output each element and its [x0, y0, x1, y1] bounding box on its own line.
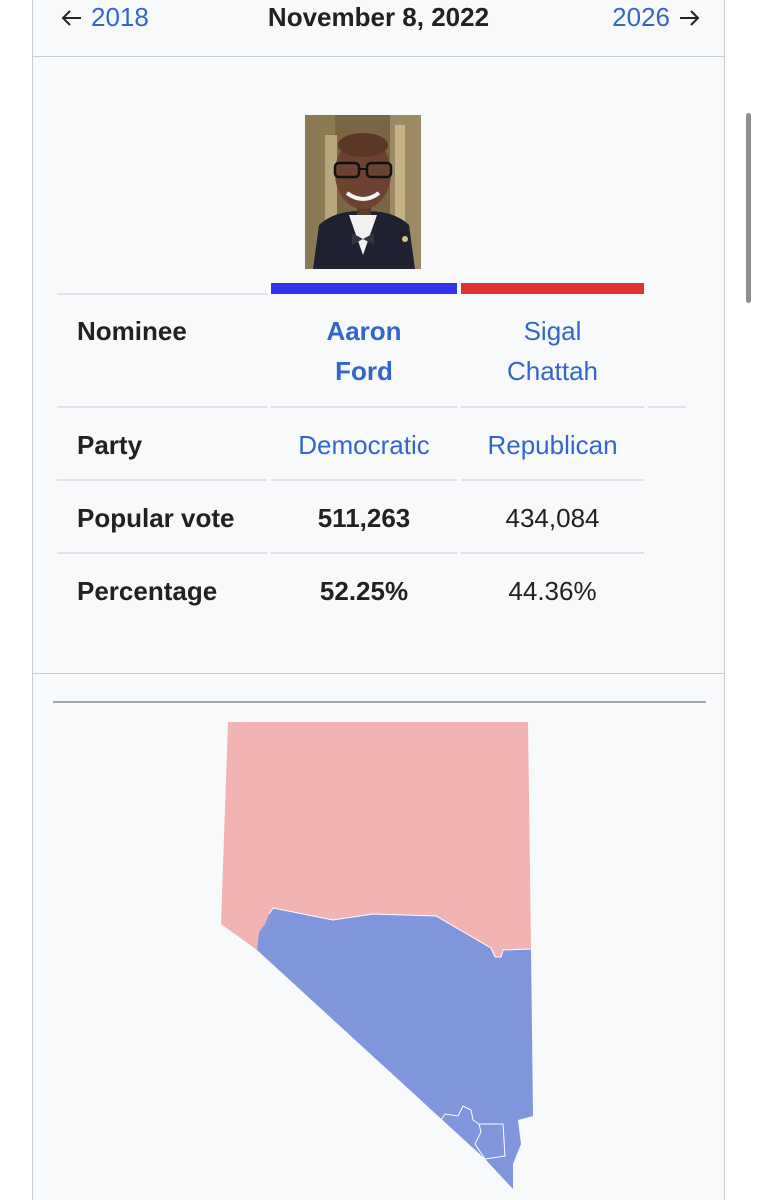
percentage-label: Percentage: [77, 576, 218, 606]
republican-color-bar: [461, 283, 644, 294]
percentage-dem: 52.25%: [319, 576, 409, 606]
party-label: Party: [77, 430, 143, 460]
row-divider: [271, 406, 457, 408]
next-election-link[interactable]: 2026: [612, 2, 700, 33]
county-border: [268, 907, 532, 958]
map-region-democratic[interactable]: [257, 908, 533, 1189]
row-divider: [57, 479, 267, 481]
page-scrollbar[interactable]: [746, 113, 751, 303]
row-divider: [57, 406, 267, 408]
election-nav: 2018 November 8, 2022 2026: [33, 0, 724, 57]
county-border: [440, 1105, 486, 1160]
row-divider: [271, 552, 457, 554]
arrow-right-icon: [678, 7, 700, 29]
nominee-aaron-ford-link[interactable]: Aaron Ford: [271, 311, 457, 391]
party-republican-link[interactable]: Republican: [487, 430, 618, 460]
county-results-map[interactable]: [33, 674, 726, 1200]
next-election-label: 2026: [612, 2, 670, 32]
arrow-left-icon: [61, 7, 83, 29]
county-border: [479, 1123, 506, 1160]
percentage-rep: 44.36%: [508, 576, 597, 606]
results-map-section: [33, 674, 724, 1200]
row-divider: [57, 293, 267, 295]
nominee-dem-name-last: Ford: [335, 356, 393, 386]
election-infobox: 2018 November 8, 2022 2026: [32, 0, 725, 1200]
election-date: November 8, 2022: [267, 2, 490, 32]
democratic-color-bar: [271, 283, 457, 294]
row-divider: [271, 479, 457, 481]
popular-vote-dem: 511,263: [317, 503, 411, 533]
candidates-table: Nominee Aaron Ford Sigal Chattah Party D…: [33, 57, 724, 674]
row-divider: [648, 406, 686, 408]
nominee-rep-name-first: Sigal: [523, 316, 582, 346]
row-divider: [461, 406, 644, 408]
popular-vote-label: Popular vote: [77, 503, 235, 533]
previous-election-label: 2018: [91, 2, 149, 32]
candidate-photo-aaron-ford[interactable]: [305, 115, 421, 269]
party-democratic-link[interactable]: Democratic: [298, 430, 430, 460]
row-divider: [57, 552, 267, 554]
previous-election-link[interactable]: 2018: [61, 2, 149, 33]
nominee-sigal-chattah-link[interactable]: Sigal Chattah: [461, 311, 644, 391]
nominee-rep-name-last: Chattah: [506, 356, 599, 386]
map-region-republican[interactable]: [221, 722, 531, 957]
row-divider: [461, 552, 644, 554]
row-divider: [461, 479, 644, 481]
popular-vote-rep: 434,084: [505, 503, 600, 533]
map-divider: [53, 701, 706, 703]
nominee-label: Nominee: [77, 316, 187, 346]
nominee-dem-name-first: Aaron: [326, 316, 402, 346]
